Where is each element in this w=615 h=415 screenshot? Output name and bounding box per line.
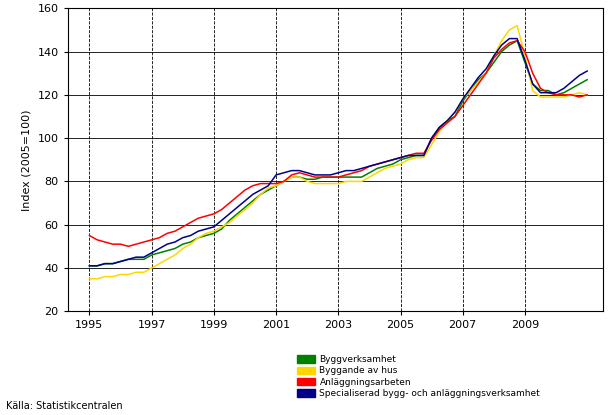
Legend: Byggverksamhet, Byggande av hus, Anläggningsarbeten, Specialiserad bygg- och anl: Byggverksamhet, Byggande av hus, Anläggn… xyxy=(297,355,540,398)
Y-axis label: Index (2005=100): Index (2005=100) xyxy=(22,109,32,210)
Text: Källa: Statistikcentralen: Källa: Statistikcentralen xyxy=(6,401,123,411)
